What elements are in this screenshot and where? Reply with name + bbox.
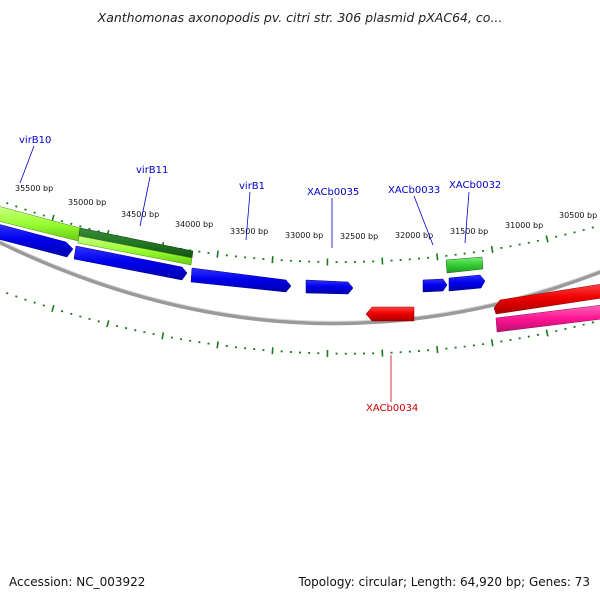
scale-label: 34000 bp bbox=[175, 220, 213, 229]
minor-tick bbox=[60, 220, 64, 223]
minor-tick bbox=[15, 205, 18, 208]
gene-arrow-XACb0032[interactable] bbox=[448, 274, 486, 292]
gene-label-XACb0033[interactable]: XACb0033 bbox=[388, 185, 440, 196]
topology-text: Topology: circular; Length: 64,920 bp; G… bbox=[298, 575, 590, 589]
leader-line bbox=[413, 195, 434, 246]
gene-label-virB10[interactable]: virB10 bbox=[19, 135, 51, 146]
gene-arrow-XACb0034[interactable] bbox=[365, 306, 415, 322]
feature-light-green-2[interactable] bbox=[77, 235, 193, 266]
minor-tick bbox=[15, 295, 18, 298]
scale-label: 33000 bp bbox=[285, 231, 323, 240]
leader-line bbox=[19, 145, 35, 184]
other-features bbox=[0, 206, 484, 274]
feature-magenta[interactable] bbox=[495, 304, 600, 333]
leader-line bbox=[464, 191, 470, 244]
reverse-strand-genes bbox=[365, 284, 600, 333]
scale-label: 35000 bp bbox=[68, 198, 106, 207]
minor-tick bbox=[573, 231, 576, 234]
major-tick bbox=[436, 253, 439, 261]
scale-label: 31000 bp bbox=[505, 221, 543, 230]
minor-tick bbox=[70, 312, 73, 315]
major-tick bbox=[490, 245, 494, 254]
scale-label: 33500 bp bbox=[230, 227, 268, 236]
major-tick bbox=[271, 347, 274, 355]
major-tick bbox=[545, 235, 549, 243]
gene-arrow-virB10[interactable] bbox=[0, 224, 74, 258]
feature-light-green[interactable] bbox=[0, 206, 81, 242]
gene-arrow-XACb0035[interactable] bbox=[305, 279, 354, 295]
minor-tick bbox=[24, 298, 27, 301]
scale-label: 32000 bp bbox=[395, 231, 433, 240]
minor-tick bbox=[5, 292, 9, 295]
scale-label: 35500 bp bbox=[15, 184, 53, 193]
major-tick bbox=[436, 345, 439, 354]
gene-arrow-virB1[interactable] bbox=[190, 267, 292, 293]
minor-tick bbox=[60, 310, 64, 313]
accession-text: Accession: NC_003922 bbox=[9, 575, 146, 589]
gene-label-XACb0032[interactable]: XACb0032 bbox=[449, 180, 501, 191]
forward-strand-genes bbox=[0, 224, 486, 295]
minor-tick bbox=[573, 325, 576, 329]
major-tick bbox=[51, 304, 55, 313]
minor-tick bbox=[42, 214, 45, 217]
minor-tick bbox=[5, 202, 9, 205]
minor-tick bbox=[79, 315, 82, 318]
minor-tick bbox=[70, 222, 73, 225]
minor-tick bbox=[42, 304, 45, 307]
major-tick bbox=[106, 320, 110, 328]
minor-tick bbox=[24, 208, 27, 211]
minor-tick bbox=[591, 226, 595, 229]
major-tick bbox=[271, 256, 274, 264]
gene-arrow-XACb0033[interactable] bbox=[422, 278, 448, 293]
gene-label-XACb0035[interactable]: XACb0035 bbox=[307, 187, 359, 198]
leader-line bbox=[139, 176, 151, 227]
map-title: Xanthomonas axonopodis pv. citri str. 30… bbox=[97, 10, 503, 25]
minor-tick bbox=[97, 320, 100, 323]
scale-label: 31500 bp bbox=[450, 227, 488, 236]
scale-label: 32500 bp bbox=[340, 232, 378, 241]
feature-green-XACb0032[interactable] bbox=[445, 256, 484, 274]
minor-tick bbox=[33, 211, 36, 214]
scale-label: 30500 bp bbox=[559, 211, 597, 220]
major-tick bbox=[161, 332, 165, 340]
gene-arrow-red-right[interactable] bbox=[493, 284, 600, 315]
major-tick bbox=[216, 250, 219, 258]
genome-backbone-highlight bbox=[0, 239, 600, 322]
gene-arrow-virB11[interactable] bbox=[73, 245, 188, 281]
gene-label-virB11[interactable]: virB11 bbox=[136, 165, 168, 176]
leader-line bbox=[245, 191, 251, 241]
major-tick bbox=[216, 341, 219, 349]
gene-labels: virB10 virB11 virB1 XACb0035 XACb0033 XA… bbox=[19, 135, 501, 414]
minor-tick bbox=[79, 225, 82, 228]
minor-tick bbox=[33, 301, 36, 304]
gene-label-virB1[interactable]: virB1 bbox=[239, 181, 265, 192]
gene-label-XACb0034[interactable]: XACb0034 bbox=[366, 403, 418, 414]
scale-labels: 35500 bp 35000 bp 34500 bp 34000 bp 3350… bbox=[15, 184, 597, 241]
major-tick bbox=[545, 329, 549, 337]
scale-label: 34500 bp bbox=[121, 210, 159, 219]
minor-tick bbox=[591, 321, 595, 324]
inner-scale-ring bbox=[5, 292, 595, 358]
major-tick bbox=[490, 339, 494, 347]
